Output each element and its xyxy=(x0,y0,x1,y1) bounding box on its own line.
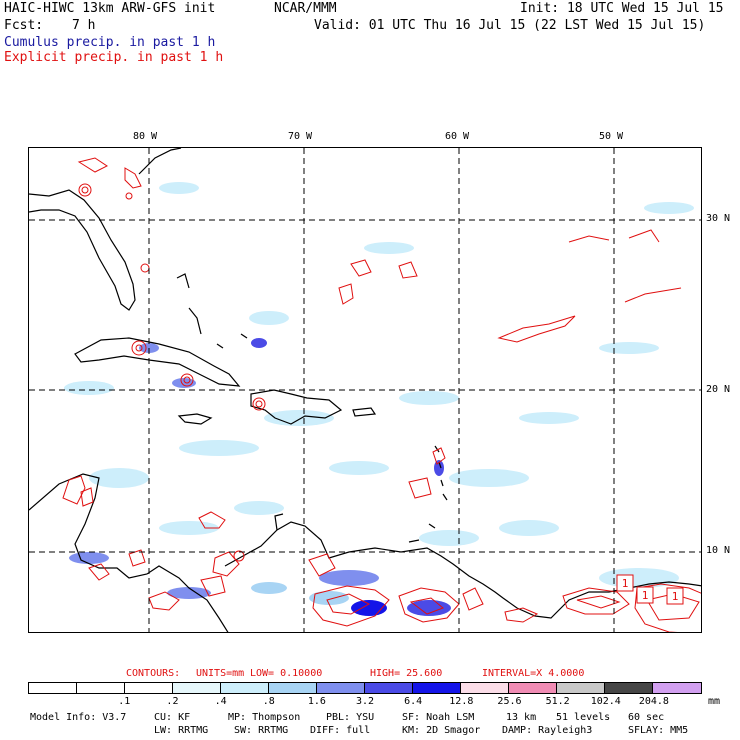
colorbar-cell xyxy=(173,683,221,693)
model-info-item: SFLAY: MM5 xyxy=(628,725,689,736)
lat-label-20n: 20 N xyxy=(706,384,731,395)
maximum-box-label: 1 xyxy=(672,590,679,603)
explicit-precip-contours xyxy=(62,157,701,632)
explicit-precip-label: Explicit precip. in past 1 h xyxy=(4,50,224,65)
map-canvas: 1 1 1 xyxy=(29,148,701,632)
model-info-item: DAMP: Rayleigh3 xyxy=(502,725,593,736)
maximum-box: 1 xyxy=(666,587,684,605)
colorbar-cell xyxy=(269,683,317,693)
colorbar-level-label: .1 xyxy=(118,696,131,707)
model-info-item: 51 levels xyxy=(556,712,611,723)
model-info-item: PBL: YSU xyxy=(326,712,375,723)
colorbar-level-label: 3.2 xyxy=(356,696,375,707)
maxima-boxes: 1 1 1 xyxy=(616,574,684,605)
lat-label-10n: 10 N xyxy=(706,545,731,556)
colorbar-cell xyxy=(461,683,509,693)
forecast-label: Fcst: xyxy=(4,18,44,33)
colorbar-cell xyxy=(29,683,77,693)
model-info-item: 60 sec xyxy=(628,712,665,723)
colorbar-units: mm xyxy=(708,696,721,707)
model-info-item: CU: KF xyxy=(154,712,191,723)
model-info-item: KM: 2D Smagor xyxy=(402,725,481,736)
colorbar-cell xyxy=(557,683,605,693)
model-info-item: DIFF: full xyxy=(310,725,371,736)
colorbar-level-label: 51.2 xyxy=(545,696,570,707)
model-info-item: Model Info: V3.7 xyxy=(30,712,127,723)
colorbar-level-label: 12.8 xyxy=(449,696,474,707)
maximum-box: 1 xyxy=(616,574,634,592)
colorbar-cell xyxy=(125,683,173,693)
coastlines xyxy=(29,148,701,632)
colorbar-level-label: 25.6 xyxy=(497,696,522,707)
colorbar-level-label: .8 xyxy=(262,696,275,707)
colorbar-cell xyxy=(605,683,653,693)
lat-label-30n: 30 N xyxy=(706,213,731,224)
lon-label-70w: 70 W xyxy=(288,131,313,142)
center-name: NCAR/MMM xyxy=(274,1,337,16)
model-info-item: SF: Noah LSM xyxy=(402,712,475,723)
init-time: Init: 18 UTC Wed 15 Jul 15 xyxy=(520,1,724,16)
cumulus-light-shading xyxy=(64,182,694,588)
colorbar-cell xyxy=(413,683,461,693)
lon-label-50w: 50 W xyxy=(599,131,624,142)
maximum-box-label: 1 xyxy=(622,577,629,590)
valid-time: Valid: 01 UTC Thu 16 Jul 15 (22 LST Wed … xyxy=(314,18,706,33)
colorbar-cell xyxy=(221,683,269,693)
colorbar-cell xyxy=(365,683,413,693)
colorbar-cell xyxy=(317,683,365,693)
colorbar-level-label: .2 xyxy=(166,696,179,707)
model-info-item: SW: RRTMG xyxy=(234,725,289,736)
colorbar-cell xyxy=(509,683,557,693)
colorbar-level-label: 6.4 xyxy=(404,696,423,707)
contours-low: LOW= 0.10000 xyxy=(250,668,323,679)
colorbar-cell xyxy=(653,683,701,693)
contours-label: CONTOURS: xyxy=(126,668,181,679)
model-info-item: MP: Thompson xyxy=(228,712,301,723)
map-gridlines xyxy=(29,148,701,632)
model-info-item: 13 km xyxy=(506,712,537,723)
lon-label-80w: 80 W xyxy=(133,131,158,142)
contours-units: UNITS=mm xyxy=(196,668,245,679)
precip-colorbar xyxy=(28,682,702,694)
maximum-box-label: 1 xyxy=(642,589,649,602)
colorbar-cell xyxy=(77,683,125,693)
colorbar-level-label: .4 xyxy=(214,696,227,707)
maximum-box: 1 xyxy=(636,586,654,604)
colorbar-level-label: 204.8 xyxy=(638,696,669,707)
model-info-item: LW: RRTMG xyxy=(154,725,209,736)
lon-label-60w: 60 W xyxy=(445,131,470,142)
cumulus-precip-label: Cumulus precip. in past 1 h xyxy=(4,35,216,50)
contours-interval: INTERVAL=X 4.0000 xyxy=(482,668,585,679)
contours-high: HIGH= 25.600 xyxy=(370,668,443,679)
cumulus-heavy-shading xyxy=(69,338,451,616)
model-title: HAIC-HIWC 13km ARW-GFS init xyxy=(4,1,216,16)
precipitation-map: 1 1 1 xyxy=(28,147,702,633)
colorbar-level-label: 1.6 xyxy=(307,696,326,707)
colorbar-level-label: 102.4 xyxy=(590,696,621,707)
forecast-hour: 7 h xyxy=(72,18,96,33)
